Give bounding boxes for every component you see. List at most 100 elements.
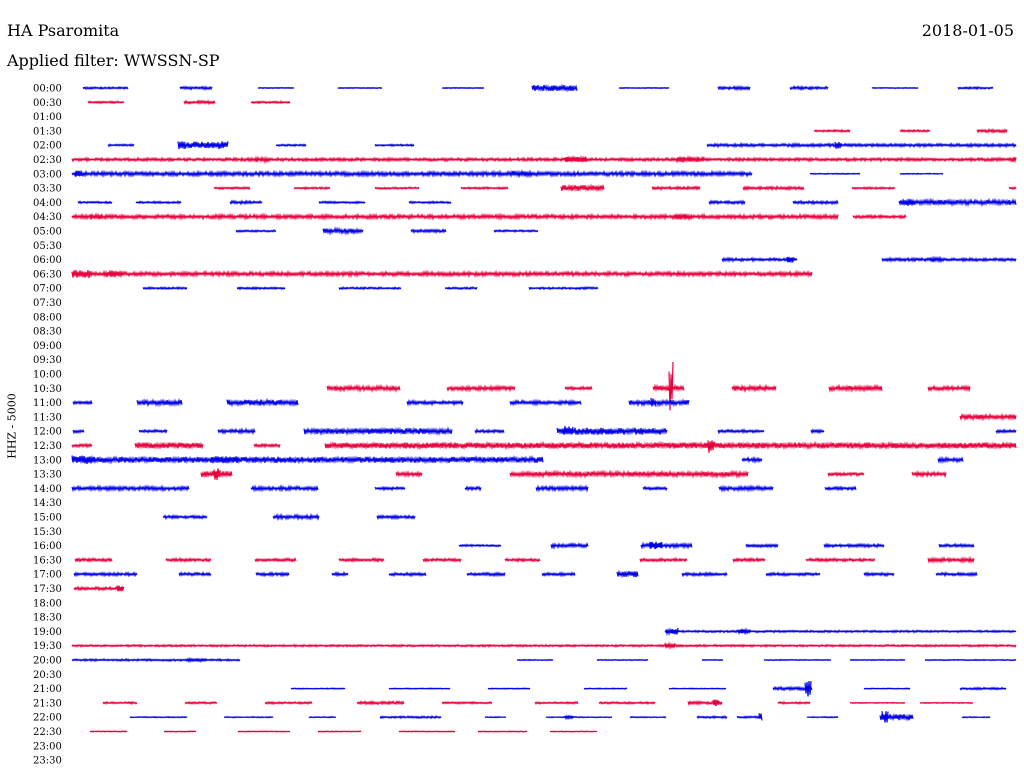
time-tick-label: 15:30 [33, 527, 62, 538]
trace-row [71, 656, 1017, 664]
trace-segment [549, 730, 598, 733]
trace-segment [777, 700, 811, 706]
trace-segment [731, 383, 777, 394]
trace-segment [562, 426, 574, 435]
trace-segment [652, 383, 685, 393]
trace-row [87, 99, 291, 106]
trace-segment [136, 397, 183, 408]
trace-segment [177, 141, 229, 150]
trace-segment [322, 226, 364, 236]
time-tick-label: 04:00 [33, 198, 62, 209]
trace-segment [957, 85, 994, 91]
trace-segment [71, 455, 96, 464]
trace-segment [701, 658, 724, 662]
trace-segment [236, 285, 286, 291]
trace-segment [673, 212, 693, 222]
time-tick-label: 11:00 [33, 398, 62, 409]
trace-row [235, 226, 539, 236]
trace-segment [71, 442, 93, 449]
trace-segment [665, 627, 679, 636]
time-tick-label: 02:00 [33, 141, 62, 152]
time-tick-label: 06:30 [33, 269, 62, 280]
trace-segment [556, 426, 668, 436]
trace-segment [1008, 186, 1017, 191]
trace-segment [509, 469, 749, 479]
trace-segment [849, 658, 906, 662]
trace-rows [71, 83, 1017, 733]
trace-segment [338, 556, 385, 564]
trace-segment [398, 730, 456, 733]
trace-segment [511, 169, 533, 179]
trace-segment [129, 715, 188, 719]
trace-segment [650, 398, 657, 407]
trace-row [73, 569, 978, 579]
trace-segment [250, 484, 319, 493]
trace-row [142, 285, 599, 291]
trace-segment [531, 83, 578, 93]
trace-segment [162, 513, 208, 521]
trace-segment [444, 286, 478, 291]
trace-segment [851, 185, 896, 191]
trace-segment [717, 84, 751, 92]
time-tick-label: 05:00 [33, 227, 62, 238]
trace-segment [422, 557, 462, 563]
trace-segment [545, 715, 613, 719]
trace-segment [564, 714, 574, 721]
trace-segment [786, 256, 794, 264]
trace-segment [737, 627, 751, 636]
trace-row [107, 141, 1017, 150]
trace-segment [257, 86, 295, 90]
trace-row [813, 127, 1008, 134]
trace-segment [89, 212, 103, 220]
trace-segment [919, 701, 974, 705]
trace-segment [183, 99, 216, 106]
trace-segment [806, 715, 839, 719]
trace-row [73, 585, 125, 592]
trace-segment [209, 456, 239, 465]
time-tick-label: 06:00 [33, 255, 62, 266]
trace-segment [765, 571, 821, 578]
time-tick-label: 22:30 [33, 727, 62, 738]
trace-segment [223, 715, 274, 719]
trace-segment [976, 127, 1008, 134]
time-tick-label: 17:30 [33, 584, 62, 595]
trace-segment [410, 228, 447, 235]
time-tick-labels: 00:00 00:30 01:00 01:30 02:00 02:30 03:00 03:30… [33, 84, 62, 767]
trace-segment [217, 427, 256, 436]
trace-segment [71, 270, 93, 278]
trace-row [162, 512, 416, 522]
trace-segment [805, 556, 876, 564]
time-tick-label: 18:00 [33, 598, 62, 609]
trace-segment [664, 629, 1017, 634]
trace-segment [71, 454, 544, 465]
time-tick-label: 22:00 [33, 713, 62, 724]
trace-segment [664, 641, 676, 650]
trace-row [74, 555, 975, 564]
trace-segment [959, 686, 1007, 691]
trace-segment [564, 154, 587, 164]
trace-row [290, 681, 1007, 697]
trace-segment [628, 398, 690, 408]
trace-segment [742, 184, 805, 192]
trace-segment [707, 440, 715, 453]
trace-segment [326, 383, 401, 393]
time-tick-label: 04:30 [33, 212, 62, 223]
trace-segment [72, 399, 93, 406]
trace-segment [226, 397, 299, 408]
trace-segment [82, 85, 129, 91]
trace-segment [789, 84, 829, 92]
trace-segment [927, 555, 975, 564]
time-tick-label: 15:00 [33, 513, 62, 524]
trace-segment [881, 711, 889, 723]
trace-segment [379, 715, 442, 720]
trace-segment [338, 285, 402, 291]
trace-segment [809, 172, 861, 176]
time-tick-label: 19:30 [33, 641, 62, 652]
trace-segment [717, 427, 765, 435]
time-tick-label: 12:00 [33, 427, 62, 438]
trace-row [82, 83, 994, 93]
trace-row [664, 627, 1017, 636]
time-tick-label: 23:30 [33, 756, 62, 767]
trace-segment [696, 715, 728, 720]
